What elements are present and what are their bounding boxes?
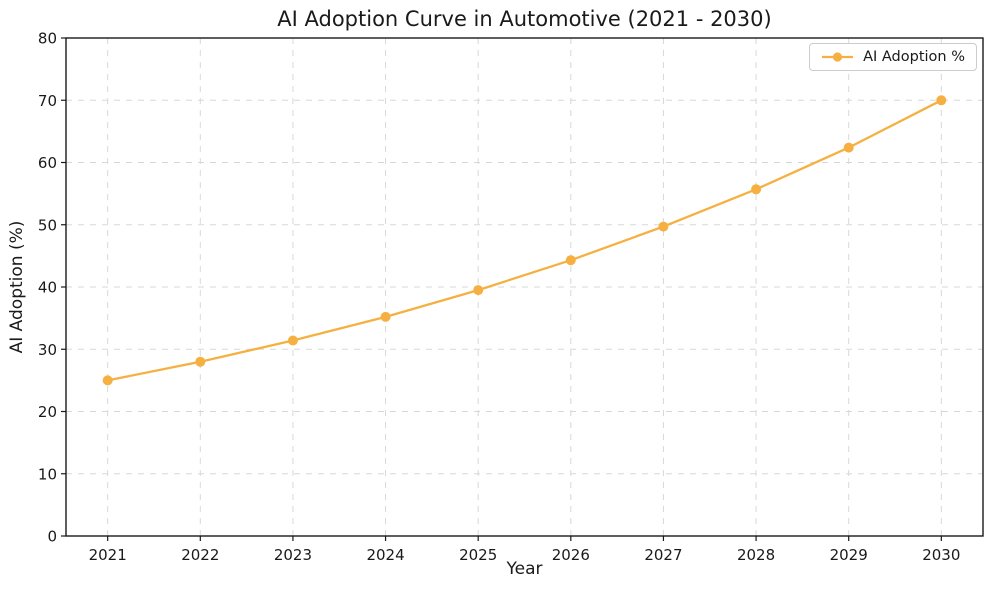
data-point-2028: [751, 184, 762, 195]
x-tick-label: 2028: [737, 546, 775, 564]
x-tick-label: 2024: [366, 546, 404, 564]
y-tick-label: 70: [38, 92, 57, 110]
y-tick-label: 40: [38, 279, 57, 297]
x-axis-label: Year: [506, 559, 543, 579]
y-tick-label: 50: [38, 216, 57, 234]
y-tick-label: 80: [38, 30, 57, 48]
data-point-2026: [565, 255, 576, 266]
data-point-2030: [936, 95, 947, 106]
x-tick-label: 2025: [459, 546, 497, 564]
x-tick-label: 2029: [830, 546, 868, 564]
data-point-2021: [102, 375, 113, 386]
y-tick-label: 20: [38, 403, 57, 421]
data-point-2023: [287, 335, 298, 346]
data-point-2029: [843, 142, 854, 153]
y-tick-label: 30: [38, 341, 57, 359]
legend-label: AI Adoption %: [863, 49, 965, 65]
x-tick-label: 2026: [552, 546, 590, 564]
legend: AI Adoption %: [809, 43, 977, 71]
x-tick-label: 2030: [922, 546, 960, 564]
data-point-2022: [195, 356, 206, 367]
y-tick-label: 0: [47, 528, 57, 546]
y-tick-label: 60: [38, 154, 57, 172]
data-point-2027: [658, 221, 669, 232]
x-tick-label: 2027: [644, 546, 682, 564]
chart-title: AI Adoption Curve in Automotive (2021 - …: [277, 7, 772, 31]
x-tick-label: 2021: [89, 546, 127, 564]
series-line: [106, 99, 943, 382]
y-axis-label: AI Adoption (%): [7, 220, 27, 354]
legend-marker-icon: [832, 52, 843, 62]
x-tick-label: 2022: [181, 546, 219, 564]
x-tick-label: 2023: [274, 546, 312, 564]
legend-line-marker-icon: [822, 52, 854, 62]
data-point-2025: [473, 285, 484, 296]
data-point-2024: [380, 311, 391, 322]
y-tick-label: 10: [38, 465, 57, 483]
